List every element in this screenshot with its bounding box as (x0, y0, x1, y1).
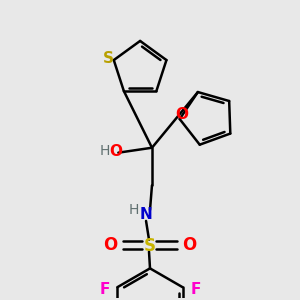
Text: N: N (140, 208, 152, 223)
Text: H: H (129, 203, 140, 217)
Text: S: S (103, 51, 114, 66)
Text: S: S (144, 237, 156, 255)
Text: O: O (182, 236, 197, 253)
Text: O: O (103, 236, 118, 253)
Text: H: H (99, 144, 110, 158)
Text: O: O (175, 106, 188, 122)
Text: F: F (99, 282, 110, 297)
Text: F: F (190, 282, 201, 297)
Text: O: O (109, 144, 122, 159)
